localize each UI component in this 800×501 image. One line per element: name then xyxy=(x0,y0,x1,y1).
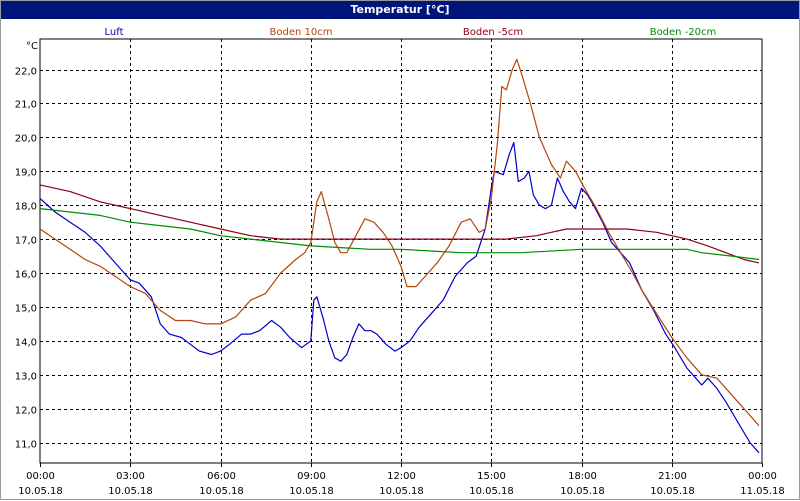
x-tick-date: 11.05.18 xyxy=(740,486,785,497)
y-axis-unit: °C xyxy=(26,41,38,52)
y-tick-label: 15,0 xyxy=(15,304,37,315)
series-line-boden-20cm xyxy=(39,208,760,261)
x-tick-date: 10.05.18 xyxy=(289,486,334,497)
legend-item-boden-20cm: Boden -20cm xyxy=(650,27,717,38)
y-tick-label: 22,0 xyxy=(15,67,37,78)
legend-item-boden-5cm: Boden -5cm xyxy=(463,27,523,38)
y-tick-label: 20,0 xyxy=(15,134,37,145)
series-line-boden-5cm xyxy=(39,184,760,264)
y-tick-label: 18,0 xyxy=(15,202,37,213)
x-tick-date: 10.05.18 xyxy=(469,486,514,497)
x-tick-date: 10.05.18 xyxy=(199,486,244,497)
y-tick-label: 14,0 xyxy=(15,338,37,349)
x-tick-time: 12:00 xyxy=(387,471,416,482)
x-tick-time: 09:00 xyxy=(297,471,326,482)
y-tick-label: 21,0 xyxy=(15,100,37,111)
x-tick-date: 10.05.18 xyxy=(108,486,153,497)
x-tick-time: 03:00 xyxy=(116,471,145,482)
legend-item-boden-10cm: Boden 10cm xyxy=(270,27,333,38)
y-tick-label: 19,0 xyxy=(15,168,37,179)
chart-title: Temperatur [°C] xyxy=(1,1,799,19)
x-tick-time: 21:00 xyxy=(658,471,687,482)
x-tick-date: 10.05.18 xyxy=(650,486,695,497)
x-tick-time: 06:00 xyxy=(207,471,236,482)
x-tick-date: 10.05.18 xyxy=(560,486,605,497)
y-tick-label: 13,0 xyxy=(15,372,37,383)
x-tick-time: 15:00 xyxy=(477,471,506,482)
x-tick-time: 18:00 xyxy=(568,471,597,482)
series-line-boden-10cm xyxy=(39,58,760,427)
y-tick-label: 12,0 xyxy=(15,406,37,417)
x-tick-time: 00:00 xyxy=(26,471,55,482)
y-tick-label: 16,0 xyxy=(15,270,37,281)
y-tick-label: 11,0 xyxy=(15,440,37,451)
legend-item-luft: Luft xyxy=(105,27,124,38)
x-tick-date: 10.05.18 xyxy=(379,486,424,497)
x-tick-date: 10.05.18 xyxy=(18,486,63,497)
y-tick-label: 17,0 xyxy=(15,236,37,247)
x-tick-time: 00:00 xyxy=(748,471,777,482)
